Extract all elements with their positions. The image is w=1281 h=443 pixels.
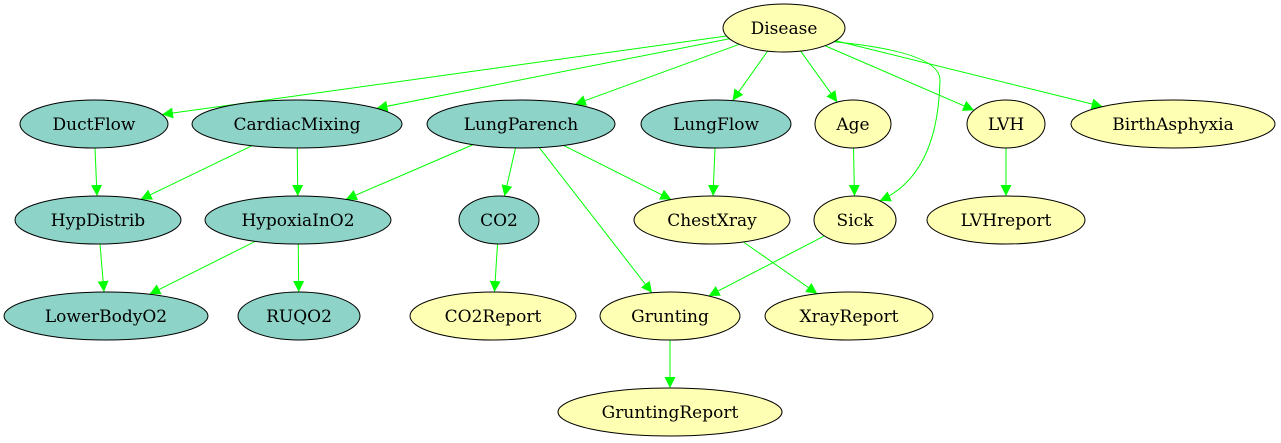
node-grunting-report: GruntingReport xyxy=(557,387,783,437)
edge-hyp-distrib-to-lower-body-o2 xyxy=(97,243,109,293)
node-chest-xray: ChestXray xyxy=(633,195,791,245)
node-shape xyxy=(926,195,1086,245)
node-shape xyxy=(640,99,792,149)
node-ruqo2: RUQO2 xyxy=(237,291,361,341)
edge-cardiac-mixing-to-hypoxia-in-o2 xyxy=(292,147,304,197)
node-lv-hreport: LVHreport xyxy=(926,195,1086,245)
node-label: LungFlow xyxy=(673,115,760,135)
node-label: XrayReport xyxy=(800,307,899,327)
node-shape xyxy=(633,195,791,245)
node-shape xyxy=(409,291,577,341)
edge-lung-parench-to-hypoxia-in-o2 xyxy=(345,144,474,201)
node-disease: Disease xyxy=(722,3,846,53)
node-label: BirthAsphyxia xyxy=(1112,115,1233,135)
node-lvh: LVH xyxy=(966,99,1046,149)
edge-duct-flow-to-hyp-distrib xyxy=(91,147,103,197)
node-label: LVHreport xyxy=(961,211,1052,231)
edge-cardiac-mixing-to-hyp-distrib xyxy=(140,145,253,200)
edges xyxy=(91,35,1103,388)
node-label: DuctFlow xyxy=(53,115,136,135)
node-shape xyxy=(966,99,1046,149)
edge-disease-to-cardiac-mixing xyxy=(376,38,730,112)
node-shape xyxy=(191,99,403,149)
node-co2-report: CO2Report xyxy=(409,291,577,341)
node-hypoxia-in-o2: HypoxiaInO2 xyxy=(204,195,392,245)
edge-hypoxia-in-o2-to-ruqo2 xyxy=(293,243,305,293)
node-lung-flow: LungFlow xyxy=(640,99,792,149)
node-shape xyxy=(426,99,616,149)
node-label: CO2 xyxy=(480,211,518,231)
node-sick: Sick xyxy=(813,195,897,245)
edge-lung-parench-to-chest-xray xyxy=(563,144,672,200)
node-grunting: Grunting xyxy=(599,291,741,341)
node-label: HypDistrib xyxy=(51,211,145,231)
node-label: LVH xyxy=(988,115,1024,135)
node-shape xyxy=(458,195,540,245)
node-birth-asphyxia: BirthAsphyxia xyxy=(1070,99,1276,149)
node-label: RUQO2 xyxy=(266,307,332,327)
node-lung-parench: LungParench xyxy=(426,99,616,149)
edge-disease-to-lung-parench xyxy=(574,43,740,106)
edge-disease-to-lung-flow xyxy=(732,50,769,101)
node-label: LungParench xyxy=(464,115,579,135)
node-label: CardiacMixing xyxy=(234,115,361,135)
edge-disease-to-lvh xyxy=(824,45,975,111)
node-label: GruntingReport xyxy=(602,403,739,423)
edge-age-to-sick xyxy=(848,147,860,197)
edge-co2-to-co2-report xyxy=(489,243,501,293)
node-label: LowerBodyO2 xyxy=(45,307,167,327)
node-lower-body-o2: LowerBodyO2 xyxy=(3,291,209,341)
node-hyp-distrib: HypDistrib xyxy=(14,195,182,245)
node-label: Grunting xyxy=(631,307,709,327)
node-duct-flow: DuctFlow xyxy=(19,99,169,149)
node-shape xyxy=(1070,99,1276,149)
edge-chest-xray-to-xray-report xyxy=(743,241,818,295)
node-label: HypoxiaInO2 xyxy=(241,211,354,231)
edge-lung-flow-to-chest-xray xyxy=(707,147,719,197)
node-label: ChestXray xyxy=(667,211,757,231)
node-shape xyxy=(237,291,361,341)
edge-disease-to-birth-asphyxia xyxy=(835,40,1103,110)
edge-sick-to-grunting xyxy=(708,235,825,297)
node-label: Disease xyxy=(751,19,818,39)
edge-disease-to-sick xyxy=(833,41,941,202)
node-shape xyxy=(204,195,392,245)
node-shape xyxy=(3,291,209,341)
node-age: Age xyxy=(814,99,892,149)
node-xray-report: XrayReport xyxy=(764,291,934,341)
node-shape xyxy=(722,3,846,53)
node-label: Sick xyxy=(837,211,875,231)
edge-disease-to-age xyxy=(800,50,838,103)
node-shape xyxy=(814,99,892,149)
node-shape xyxy=(19,99,169,149)
nodes: Disease DuctFlow CardiacMixing LungParench L… xyxy=(3,3,1276,437)
node-shape xyxy=(557,387,783,437)
node-shape xyxy=(14,195,182,245)
node-shape xyxy=(764,291,934,341)
edge-lung-parench-to-co2 xyxy=(501,147,516,197)
node-label: Age xyxy=(835,115,869,135)
node-shape xyxy=(599,291,741,341)
edge-hypoxia-in-o2-to-lower-body-o2 xyxy=(149,240,256,295)
node-shape xyxy=(813,195,897,245)
node-cardiac-mixing: CardiacMixing xyxy=(191,99,403,149)
edge-lung-parench-to-grunting xyxy=(538,147,653,294)
node-co2: CO2 xyxy=(458,195,540,245)
node-label: CO2Report xyxy=(445,307,542,327)
